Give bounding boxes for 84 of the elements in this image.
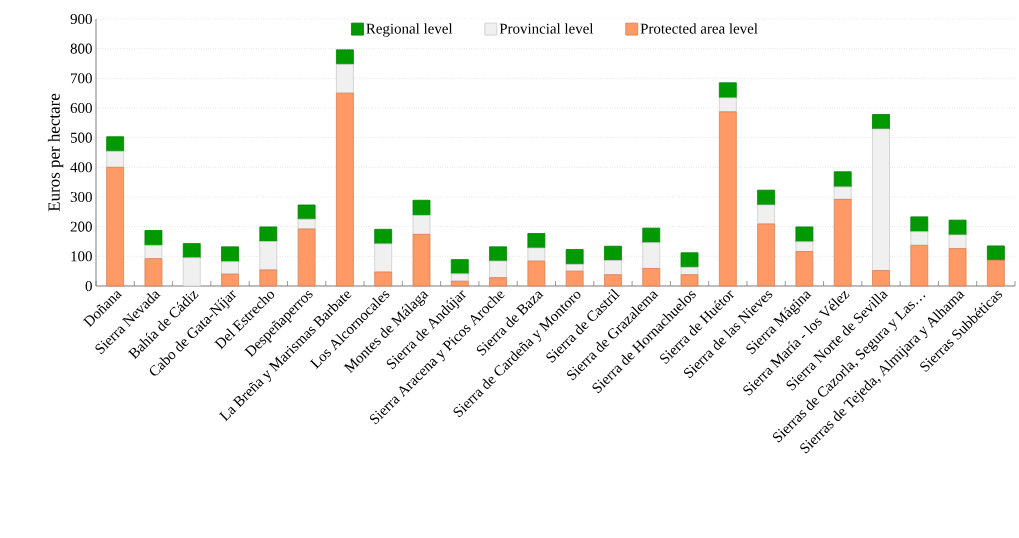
bar	[757, 223, 776, 287]
bar	[680, 266, 699, 276]
bar	[336, 63, 354, 94]
bar	[450, 259, 469, 275]
bar	[527, 260, 546, 287]
bar	[604, 274, 622, 287]
bar	[757, 189, 776, 206]
y-tick-label: 300	[70, 191, 92, 203]
bar	[833, 186, 852, 200]
bar	[412, 199, 431, 216]
bar	[106, 150, 125, 168]
bar	[910, 216, 929, 233]
bar	[259, 226, 278, 242]
bar	[795, 226, 814, 243]
bar	[680, 274, 699, 287]
bar	[259, 241, 278, 271]
bar	[144, 230, 163, 246]
bar	[757, 204, 776, 225]
bar	[221, 246, 239, 263]
bar	[450, 280, 469, 287]
bar	[182, 257, 201, 287]
y-tick-label: 0	[85, 280, 92, 292]
bar	[872, 114, 890, 130]
bar	[872, 270, 890, 287]
bar	[565, 263, 584, 272]
legend-label: Regional level	[366, 23, 453, 37]
bar	[718, 97, 737, 113]
bar	[489, 260, 507, 279]
bar	[718, 111, 737, 287]
legend-label: Provincial level	[499, 23, 594, 34]
bar	[604, 245, 622, 261]
y-tick-label: 900	[70, 13, 92, 25]
bar	[144, 258, 163, 287]
bar	[565, 249, 584, 265]
bar	[489, 277, 507, 287]
y-tick-label: 200	[70, 221, 92, 232]
bar	[144, 244, 163, 260]
y-tick-label: 100	[71, 251, 92, 262]
bar	[527, 247, 546, 262]
bar	[718, 82, 737, 99]
bar	[297, 228, 316, 287]
bar	[833, 171, 852, 188]
bar	[106, 136, 125, 152]
bar	[412, 233, 431, 287]
bar	[374, 243, 393, 273]
bar	[604, 260, 622, 276]
bar	[680, 252, 699, 268]
bar	[833, 198, 852, 287]
bar	[374, 228, 393, 245]
bar	[948, 234, 967, 250]
bar	[986, 259, 1005, 287]
y-axis-title: Euros per hectare	[47, 93, 64, 212]
y-tick-label: 600	[70, 102, 92, 114]
bar	[412, 214, 431, 235]
bar	[182, 243, 201, 259]
bar	[450, 273, 469, 282]
bar	[565, 270, 584, 287]
y-tick-label: 400	[70, 162, 92, 173]
bar	[374, 271, 393, 287]
legend-label: Protected area level	[640, 23, 758, 34]
bar	[948, 219, 967, 236]
bar	[986, 245, 1005, 261]
bar	[642, 242, 661, 269]
y-tick-label: 700	[71, 73, 92, 84]
bar	[795, 251, 814, 287]
bar	[910, 244, 929, 287]
bar	[336, 49, 354, 65]
bar	[642, 227, 661, 244]
bar	[795, 241, 814, 252]
bar	[489, 246, 507, 262]
bar	[221, 261, 239, 275]
y-tick-label: 800	[70, 43, 92, 54]
bar	[948, 248, 967, 287]
y-tick-label: 500	[70, 132, 92, 143]
bar	[106, 166, 125, 287]
bar	[221, 273, 239, 287]
bar	[642, 268, 661, 287]
bar	[297, 218, 316, 230]
bar	[527, 233, 546, 249]
bar	[910, 231, 929, 246]
bar	[872, 128, 890, 271]
bar	[336, 92, 354, 287]
bar	[259, 269, 278, 287]
bar	[297, 204, 316, 220]
